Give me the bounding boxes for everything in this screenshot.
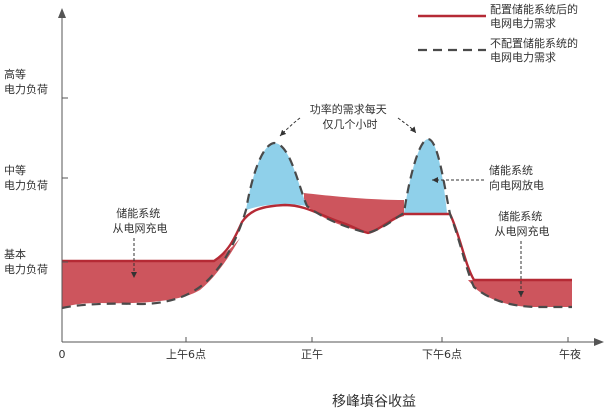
y-label-high: 高等 电力负荷 [4,67,48,96]
peak-arrow-left [279,117,301,137]
without-storage-curve [61,137,572,310]
charge-area-left [62,238,240,308]
annotation-discharge: 储能系统 向电网放电 [489,163,544,192]
discharge-peak-left [246,143,307,210]
x-label-noon: 正午 [301,348,323,361]
diagram-caption: 移峰填谷收益 [332,394,416,410]
x-label-6pm: 下午6点 [422,348,462,361]
x-label-0: 0 [59,348,66,361]
peak-arrow-right [397,117,417,134]
y-label-mid: 中等 电力负荷 [4,163,48,192]
y-axis-arrow-icon [58,8,66,18]
x-axis-arrow-icon [594,338,604,346]
y-label-base: 基本 电力负荷 [4,247,48,276]
annotation-peak-demand: 功率的需求每天 仅几个小时 [310,102,391,131]
annotation-charge-right: 储能系统 从电网充电 [495,209,550,238]
legend-without-storage: 不配置储能系统的 电网电力需求 [490,36,582,64]
x-label-midnight: 午夜 [559,347,581,361]
x-label-6am: 上午6点 [166,348,206,361]
discharge-peak-right [404,139,447,213]
annotation-charge-left: 储能系统 从电网充电 [113,206,168,235]
legend-with-storage: 配置储能系统后的 电网电力需求 [490,2,582,30]
charge-area-midday [304,193,404,233]
